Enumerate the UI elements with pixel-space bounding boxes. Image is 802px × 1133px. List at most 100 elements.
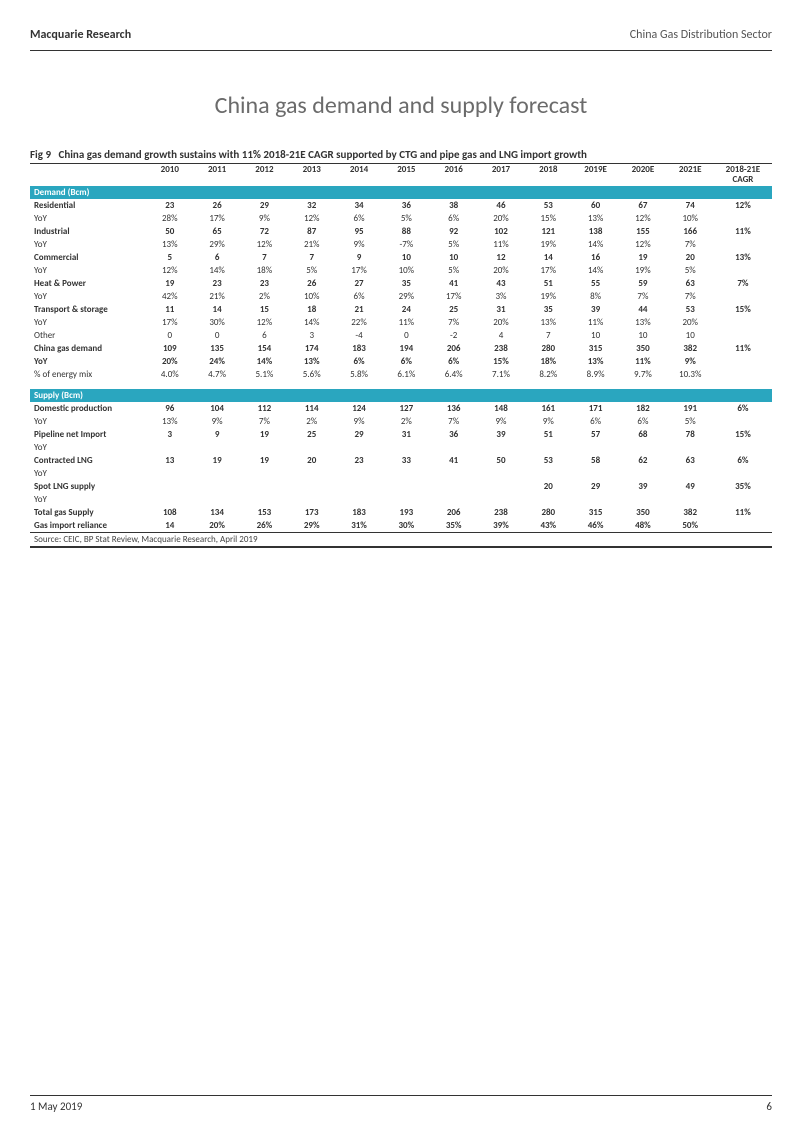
cell-value: 88 (383, 225, 430, 238)
cell-value: 194 (383, 342, 430, 355)
cell-value: 10% (383, 264, 430, 277)
cell-value: 155 (619, 225, 666, 238)
cell-value: 19 (241, 428, 288, 441)
cell-value: 6 (193, 251, 240, 264)
cell-value: 166 (667, 225, 714, 238)
cell-value: 15 (241, 303, 288, 316)
cell-value: 127 (383, 402, 430, 415)
table-row: YoY13%29%12%21%9%-7%5%11%19%14%12%7% (30, 238, 772, 251)
cell-value: 12% (619, 238, 666, 251)
cell-value: 5% (430, 264, 477, 277)
cell-value: 6 (241, 329, 288, 342)
cell-value: 30% (193, 316, 240, 329)
cell-value: 60 (572, 199, 619, 212)
cell-value (241, 480, 288, 493)
table-body: Demand (Bcm)Residential23262932343638465… (30, 186, 772, 547)
cell-cagr: 12% (714, 199, 772, 212)
cell-value: 173 (288, 506, 335, 519)
cell-value: 5.8% (335, 368, 382, 381)
cell-value: 193 (383, 506, 430, 519)
row-label: China gas demand (30, 342, 146, 355)
cell-value: 25 (430, 303, 477, 316)
cell-value: 38 (430, 199, 477, 212)
table-row: YoY (30, 493, 772, 506)
cell-value: 46% (572, 519, 619, 533)
cell-value (146, 441, 193, 454)
cell-value: 14% (572, 264, 619, 277)
cell-value: 20% (477, 212, 524, 225)
cell-value: 5% (667, 264, 714, 277)
row-label: Industrial (30, 225, 146, 238)
cell-value (193, 493, 240, 506)
cell-cagr (714, 493, 772, 506)
cell-value: 8% (572, 290, 619, 303)
cell-cagr: 15% (714, 428, 772, 441)
cell-value: 19 (193, 454, 240, 467)
cell-value (572, 441, 619, 454)
cell-value: 135 (193, 342, 240, 355)
cell-value: 5 (146, 251, 193, 264)
cell-value (667, 467, 714, 480)
cell-value: 5.6% (288, 368, 335, 381)
cell-value: 26 (288, 277, 335, 290)
footer-date: 1 May 2019 (30, 1100, 82, 1113)
cell-cagr (714, 212, 772, 225)
cell-value (335, 441, 382, 454)
cell-value: 6% (335, 212, 382, 225)
cell-value: 3 (146, 428, 193, 441)
cell-value: 18 (288, 303, 335, 316)
cell-cagr: 6% (714, 454, 772, 467)
cell-value: 10% (288, 290, 335, 303)
cell-value: 53 (525, 454, 572, 467)
cell-cagr (714, 415, 772, 428)
cell-value (383, 480, 430, 493)
page-header: Macquarie Research China Gas Distributio… (30, 28, 772, 51)
cell-value: 13% (288, 355, 335, 368)
cell-value: 11% (619, 355, 666, 368)
cell-value: 7 (241, 251, 288, 264)
row-label: YoY (30, 441, 146, 454)
cell-cagr (714, 316, 772, 329)
cell-value (430, 493, 477, 506)
cell-value: 20 (525, 480, 572, 493)
cell-value: 19% (619, 264, 666, 277)
cell-cagr: 7% (714, 277, 772, 290)
cell-value: -4 (335, 329, 382, 342)
cell-value: 9 (193, 428, 240, 441)
cell-value: 7% (667, 238, 714, 251)
cell-value: 50 (146, 225, 193, 238)
cell-value: 238 (477, 342, 524, 355)
cell-value: 53 (667, 303, 714, 316)
cell-value: 10.3% (667, 368, 714, 381)
cell-value (241, 493, 288, 506)
cell-value: 35% (430, 519, 477, 533)
cell-value: 9% (241, 212, 288, 225)
cell-cagr: 15% (714, 303, 772, 316)
cell-value: 23 (146, 199, 193, 212)
cell-value: -2 (430, 329, 477, 342)
cell-cagr: 35% (714, 480, 772, 493)
cell-value: 19 (146, 277, 193, 290)
cell-value: 9% (525, 415, 572, 428)
cell-value (430, 480, 477, 493)
cell-value: 21 (335, 303, 382, 316)
cell-value (383, 493, 430, 506)
table-row: % of energy mix4.0%4.7%5.1%5.6%5.8%6.1%6… (30, 368, 772, 381)
cell-value (572, 493, 619, 506)
cell-cagr: 11% (714, 225, 772, 238)
col-year: 2013 (288, 164, 335, 186)
cell-value: 382 (667, 506, 714, 519)
cell-value: 19 (619, 251, 666, 264)
cell-value: 7% (667, 290, 714, 303)
cell-value: 18% (525, 355, 572, 368)
cell-value (430, 441, 477, 454)
cell-value: 148 (477, 402, 524, 415)
cell-value (525, 493, 572, 506)
cell-value: 29% (193, 238, 240, 251)
figure-label: Fig 9 (30, 148, 51, 161)
cell-value (241, 467, 288, 480)
cell-value: 9% (193, 415, 240, 428)
cell-value: 43% (525, 519, 572, 533)
table-row: Residential23262932343638465360677412% (30, 199, 772, 212)
cell-value: 112 (241, 402, 288, 415)
